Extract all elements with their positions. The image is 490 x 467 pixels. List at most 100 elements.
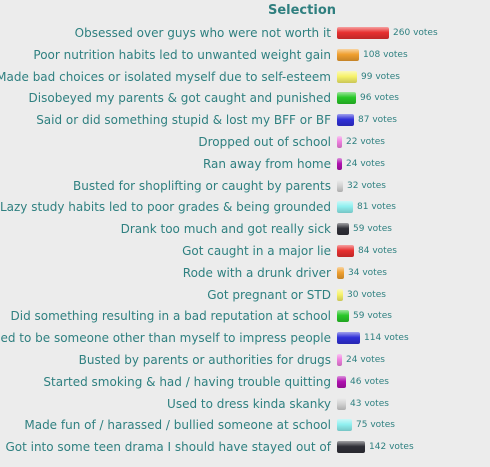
option-label: Did something resulting in a bad reputat…: [10, 309, 331, 324]
vote-bar: [337, 201, 353, 214]
vote-bar: [337, 157, 342, 170]
votes-suffix: votes: [383, 49, 408, 60]
vote-bar: [337, 397, 346, 410]
option-label: Got into some teen drama I should have s…: [5, 440, 331, 455]
vote-bar: [337, 179, 343, 192]
poll-row: Poor nutrition habits led to unwanted we…: [0, 44, 490, 66]
vote-count: 34 votes: [348, 262, 387, 284]
vote-count: 108 votes: [363, 44, 408, 66]
poll-row: Got caught in a major lie 84 votes: [0, 240, 490, 262]
vote-bar: [337, 441, 365, 454]
vote-count: 81 votes: [357, 196, 396, 218]
votes-suffix: votes: [389, 442, 414, 453]
vote-number: 142: [369, 442, 387, 453]
votes-suffix: votes: [360, 158, 385, 169]
vote-number: 114: [364, 333, 382, 344]
poll-row: Busted by parents or authorities for dru…: [0, 349, 490, 371]
vote-number: 81: [357, 202, 369, 213]
votes-suffix: votes: [362, 267, 387, 278]
votes-suffix: votes: [375, 71, 400, 82]
selection-header: Selection: [267, 3, 336, 18]
vote-number: 59: [353, 311, 365, 322]
option-label: Tried to be someone other than myself to…: [0, 331, 331, 346]
option-label: Disobeyed my parents & got caught and pu…: [28, 91, 331, 106]
votes-suffix: votes: [371, 202, 396, 213]
vote-number: 59: [353, 224, 365, 235]
vote-bar: [337, 92, 356, 105]
vote-bar: [337, 332, 360, 345]
poll-row: Got into some teen drama I should have s…: [0, 436, 490, 458]
vote-number: 22: [346, 137, 358, 147]
vote-bar: [337, 354, 342, 366]
option-label: Lazy study habits led to poor grades & b…: [0, 200, 331, 215]
vote-bar: [337, 223, 349, 236]
votes-suffix: votes: [360, 137, 385, 147]
option-label: Got caught in a major lie: [182, 244, 331, 258]
vote-count: 96 votes: [360, 87, 399, 109]
vote-count: 84 votes: [358, 240, 397, 262]
vote-count: 99 votes: [361, 66, 400, 88]
poll-row: Rode with a drunk driver 34 votes: [0, 262, 490, 284]
option-label: Poor nutrition habits led to unwanted we…: [33, 47, 331, 62]
vote-bar: [337, 27, 389, 39]
votes-suffix: votes: [361, 180, 386, 191]
option-label: Made fun of / harassed / bullied someone…: [24, 418, 331, 433]
poll-row: Used to dress kinda skanky 43 votes: [0, 393, 490, 415]
votes-suffix: votes: [367, 224, 392, 235]
poll-row: Ran away from home 24 votes: [0, 153, 490, 175]
poll-row: Got pregnant or STD 30 votes: [0, 284, 490, 306]
vote-count: 59 votes: [353, 305, 392, 327]
option-label: Started smoking & had / having trouble q…: [43, 374, 331, 389]
vote-count: 30 votes: [347, 284, 386, 306]
vote-bar: [337, 288, 343, 301]
poll-row: Drank too much and got really sick 59 vot…: [0, 218, 490, 240]
votes-suffix: votes: [364, 376, 389, 387]
option-label: Obsessed over guys who were not worth it: [74, 26, 331, 40]
option-label: Rode with a drunk driver: [182, 265, 331, 280]
option-label: Busted by parents or authorities for dru…: [78, 353, 331, 367]
poll-row: Disobeyed my parents & got caught and pu…: [0, 87, 490, 109]
vote-number: 34: [348, 267, 360, 278]
vote-bar: [337, 48, 359, 61]
vote-number: 43: [350, 398, 362, 409]
vote-bar: [337, 375, 346, 388]
vote-count: 32 votes: [347, 175, 386, 197]
votes-suffix: votes: [360, 355, 385, 365]
vote-number: 96: [360, 93, 372, 104]
votes-suffix: votes: [384, 333, 409, 344]
vote-number: 30: [347, 289, 359, 300]
vote-count: 46 votes: [350, 371, 389, 393]
option-label: Dropped out of school: [198, 135, 331, 149]
vote-bar: [337, 310, 349, 323]
vote-count: 22 votes: [346, 131, 385, 153]
poll-row: Obsessed over guys who were not worth it…: [0, 22, 490, 44]
poll-row: Started smoking & had / having trouble q…: [0, 371, 490, 393]
vote-count: 142 votes: [369, 436, 414, 458]
vote-number: 84: [358, 246, 370, 256]
poll-row: Lazy study habits led to poor grades & b…: [0, 196, 490, 218]
option-label: Used to dress kinda skanky: [167, 396, 331, 411]
poll-row: Did something resulting in a bad reputat…: [0, 305, 490, 327]
vote-bar: [337, 70, 357, 83]
option-label: Made bad choices or isolated myself due …: [0, 69, 331, 84]
vote-number: 108: [363, 49, 381, 60]
votes-suffix: votes: [361, 289, 386, 300]
poll-row: Made bad choices or isolated myself due …: [0, 66, 490, 88]
vote-count: 260 votes: [393, 22, 438, 44]
poll-row: Tried to be someone other than myself to…: [0, 327, 490, 349]
votes-suffix: votes: [372, 246, 397, 256]
vote-bar: [337, 266, 344, 279]
poll-row: Made fun of / harassed / bullied someone…: [0, 414, 490, 436]
vote-count: 114 votes: [364, 327, 409, 349]
vote-number: 75: [356, 420, 368, 431]
votes-suffix: votes: [413, 28, 438, 38]
vote-bar: [337, 245, 354, 257]
poll-row: Busted for shoplifting or caught by pare…: [0, 175, 490, 197]
vote-number: 46: [350, 376, 362, 387]
votes-suffix: votes: [374, 93, 399, 104]
vote-count: 59 votes: [353, 218, 392, 240]
vote-number: 99: [361, 71, 373, 82]
votes-suffix: votes: [364, 398, 389, 409]
votes-suffix: votes: [372, 115, 397, 126]
